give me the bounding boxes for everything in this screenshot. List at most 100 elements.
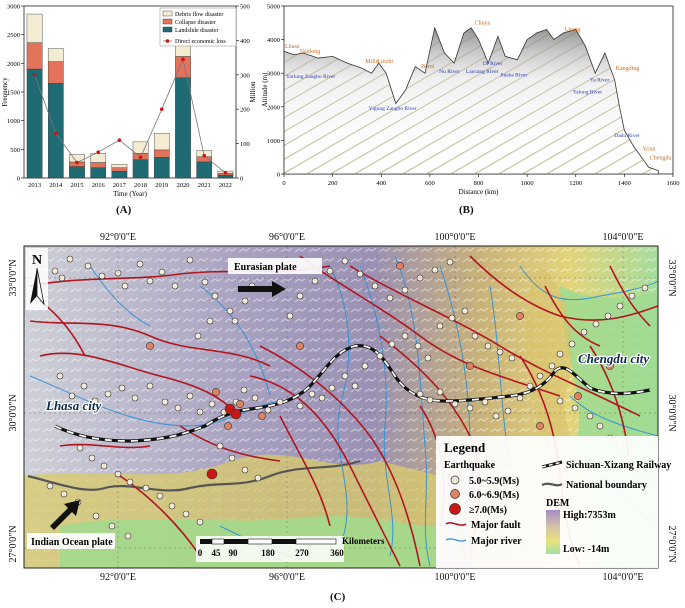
loss-point xyxy=(181,57,185,62)
earthquake-minor-point xyxy=(431,266,439,274)
legend-dem-ramp xyxy=(546,510,560,554)
earthquake-minor-point xyxy=(481,398,489,406)
scale-unit: Kilometers xyxy=(342,536,385,546)
indian-arrow-icon xyxy=(50,500,80,530)
earthquake-minor-point xyxy=(251,394,259,402)
x-tick-label: 600 xyxy=(425,180,435,187)
loss-point xyxy=(54,131,58,136)
earthquake-minor-point xyxy=(108,522,116,530)
legend-label: Debris flow disaster xyxy=(175,11,223,18)
lat-label-33-right: 33°0'0"N xyxy=(666,259,677,296)
earthquake-minor-point xyxy=(311,277,319,285)
legend-quake-mid-icon xyxy=(450,489,460,499)
legend-railway-label: Sichuan-Xizang Railway xyxy=(566,460,671,471)
bar-segment xyxy=(196,156,213,163)
earthquake-minor-point xyxy=(556,350,564,358)
lon-label-96-top: 96°0'0"E xyxy=(269,232,305,243)
bar-segment xyxy=(153,157,170,179)
x-tick-label: 2015 xyxy=(71,182,84,189)
earthquake-minor-point xyxy=(308,390,316,398)
scale-tick-360: 360 xyxy=(330,548,344,558)
earthquake-minor-point xyxy=(286,312,294,320)
y2-tick-label: 200 xyxy=(240,107,250,114)
earthquake-moderate-point xyxy=(466,362,474,370)
earthquake-minor-point xyxy=(580,328,588,336)
y-tick-label: 4000 xyxy=(267,37,280,44)
graticule xyxy=(24,246,658,568)
bar-segment xyxy=(111,170,128,179)
river-label: Ya River xyxy=(590,78,610,84)
earthquake-minor-point xyxy=(341,257,349,265)
loss-point xyxy=(138,155,143,160)
earthquake-minor-point xyxy=(401,286,409,294)
legend-title: Legend xyxy=(444,440,486,455)
earthquake-minor-point xyxy=(496,348,504,356)
bar-segment xyxy=(111,164,128,168)
x-tick-label: 400 xyxy=(376,180,386,187)
bar-segment xyxy=(132,159,149,179)
place-label: Chuya xyxy=(475,20,491,26)
earthquake-minor-point xyxy=(196,518,204,526)
earthquake-minor-point xyxy=(508,354,516,362)
earthquake-minor-point xyxy=(46,482,54,490)
earthquake-minor-point xyxy=(88,454,96,462)
earthquake-minor-point xyxy=(98,272,106,280)
x-tick-label: 2021 xyxy=(198,182,211,189)
loss-point xyxy=(223,171,228,175)
earthquake-minor-point xyxy=(376,352,384,360)
river-label: Yigong Zangbo River xyxy=(369,106,417,112)
earthquake-minor-point xyxy=(571,404,579,412)
legend-label: Direct economic loss xyxy=(175,39,226,45)
x-tick-label: 2022 xyxy=(219,182,232,189)
place-label: Lhasa xyxy=(285,44,300,50)
earthquake-major-point xyxy=(206,468,218,480)
earthquake-moderate-point xyxy=(236,400,244,408)
y-tick-label: 5000 xyxy=(267,4,280,11)
river-label: Dr River xyxy=(483,61,503,67)
bar-segment xyxy=(153,149,170,158)
earthquake-minor-point xyxy=(161,398,169,406)
earthquake-minor-point xyxy=(616,302,624,310)
terrain-outline xyxy=(283,26,659,175)
y-tick-label: 0 xyxy=(17,176,20,183)
earthquake-minor-point xyxy=(68,392,76,400)
bar-segment xyxy=(26,42,43,70)
bar-segment xyxy=(47,61,64,84)
y2-tick-label: 400 xyxy=(240,38,250,45)
river-label: Jinsha River xyxy=(500,73,528,79)
x-tick-label: 2013 xyxy=(28,182,41,189)
earthquake-minor-point xyxy=(326,267,334,275)
legend-quake-large-label: ≥7.0(Ms) xyxy=(469,505,507,516)
river-label: Nu River xyxy=(439,69,459,75)
x-axis-title: Distance (km) xyxy=(459,188,500,196)
earthquake-moderate-point xyxy=(536,422,544,430)
lat-label-27-right: 27°0'0"N xyxy=(666,525,677,562)
legend-quake-small-icon xyxy=(450,475,460,485)
earthquake-minor-point xyxy=(171,282,179,290)
lon-label-92-top: 92°0'0"E xyxy=(100,232,136,243)
scale-tick-45: 45 xyxy=(212,548,222,558)
earthquake-minor-point xyxy=(126,478,134,486)
indian-plate-label: Indian Ocean plate xyxy=(31,537,113,548)
earthquake-minor-point xyxy=(356,270,364,278)
earthquake-minor-point xyxy=(328,384,336,392)
legend-swatch xyxy=(162,26,173,33)
loss-point xyxy=(75,160,79,165)
y-tick-label: 3000 xyxy=(7,4,20,11)
earthquake-minor-point xyxy=(146,277,154,285)
earthquake-minor-point xyxy=(104,390,112,398)
lat-label-33-left: 33°0'0"N xyxy=(8,259,19,296)
earthquake-minor-point xyxy=(186,392,194,400)
bar-segment xyxy=(132,141,149,154)
earthquake-minor-point xyxy=(401,332,409,340)
earthquake-minor-point xyxy=(182,510,190,518)
caption-c: (C) xyxy=(330,591,346,603)
earthquake-minor-point xyxy=(60,490,68,498)
earthquake-minor-point xyxy=(84,262,92,270)
earthquake-moderate-point xyxy=(606,362,614,370)
y2-tick-label: 300 xyxy=(240,72,250,79)
earthquake-minor-point xyxy=(526,382,534,390)
earthquake-minor-point xyxy=(461,307,469,315)
earthquake-minor-point xyxy=(448,314,456,322)
panel-b: 0 200 400 600 800 1000 1200 1400 1600 0 1000 2000 30… xyxy=(260,0,685,200)
